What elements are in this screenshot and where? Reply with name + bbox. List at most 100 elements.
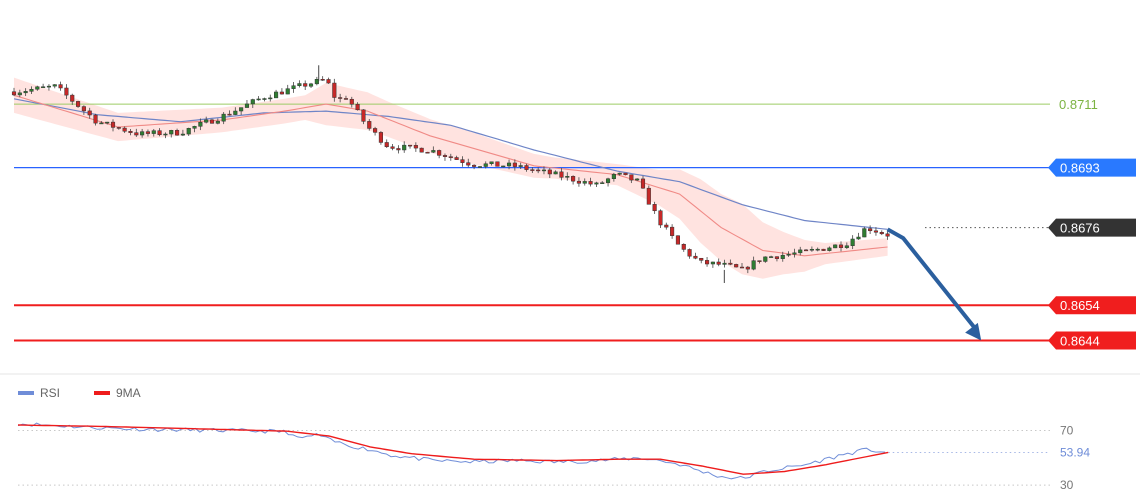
candle-body (530, 169, 535, 171)
candle-body (169, 130, 174, 135)
candle-body (873, 230, 879, 233)
candle-body (541, 169, 547, 172)
candle-body (291, 85, 296, 89)
candle-body (809, 248, 814, 251)
candle-body (180, 133, 185, 136)
bollinger-band (14, 77, 888, 279)
fast-ma-line (13, 94, 888, 257)
candle-body (512, 162, 517, 167)
candle-body (239, 107, 244, 112)
candle-body (81, 106, 86, 112)
candle-body (705, 260, 710, 265)
candle-body (739, 266, 745, 269)
candle-body (862, 228, 867, 238)
forecast-arrow-shaft (886, 227, 977, 330)
forecast-arrow-head (965, 322, 982, 341)
candle-body (547, 169, 552, 175)
bollinger-band-area (14, 77, 888, 279)
candle-body (17, 92, 22, 96)
candlesticks (11, 65, 890, 283)
candle-body (192, 126, 197, 129)
candle-body (128, 131, 133, 133)
candle-body (163, 133, 168, 136)
candle-body (29, 88, 34, 92)
candle-body (506, 162, 512, 167)
level-label-0: 0.8711 (1059, 97, 1098, 112)
candle-body (670, 226, 675, 236)
candle-body (413, 145, 418, 149)
candle-body (76, 101, 81, 107)
candle-body (46, 85, 51, 88)
candle-body (314, 79, 319, 85)
candle-body (11, 91, 17, 96)
candle-body (425, 151, 430, 154)
candle-body (256, 98, 261, 101)
candle-body (332, 82, 337, 98)
candle-body (419, 147, 424, 153)
candle-body (536, 169, 541, 172)
candle-body (70, 94, 75, 102)
candle-body (157, 130, 162, 136)
candle-body (495, 161, 500, 167)
candle-body (483, 163, 488, 167)
forecast-arrow (886, 227, 982, 341)
candle-body (838, 244, 844, 248)
candle-body (734, 264, 739, 268)
candle-body (646, 187, 651, 205)
candle-body (675, 235, 680, 245)
candle-body (303, 83, 308, 87)
candle-body (23, 91, 28, 94)
candle-body (804, 249, 809, 252)
candle-body (489, 161, 494, 164)
level-tag-4 (1048, 331, 1136, 350)
candle-body (454, 157, 459, 160)
candle-body (460, 159, 465, 163)
candle-body (652, 204, 657, 212)
rsi-current-value: 53.94 (1060, 445, 1090, 459)
candle-body (110, 121, 116, 128)
level-tag-2 (1048, 218, 1136, 237)
level-label-1: 0.8693 (1060, 161, 1100, 176)
candle-body (524, 165, 529, 170)
candle-body (856, 236, 861, 240)
candle-body (850, 238, 855, 246)
candle-body (308, 83, 314, 87)
candle-body (448, 156, 453, 158)
candle-body (687, 249, 692, 257)
candle-body (221, 113, 226, 122)
level-label-2: 0.8676 (1060, 221, 1100, 236)
price-level-tags: 0.8711 0.8693 0.8676 0.8654 0.8644 (1048, 97, 1136, 350)
candle-body (373, 128, 378, 133)
candle-body (209, 119, 215, 124)
candle-body (250, 99, 255, 105)
candle-body (466, 162, 471, 166)
candle-body (41, 86, 46, 88)
candle-body (35, 86, 40, 90)
candle-body (151, 130, 156, 134)
candle-body (885, 233, 890, 237)
candle-body (553, 171, 558, 175)
candle-body (378, 132, 383, 143)
candle-body (722, 262, 727, 265)
rsi-tick-1: 30 (1060, 478, 1074, 492)
candle-body (681, 243, 686, 250)
candle-body (827, 247, 832, 251)
candle-body (384, 142, 389, 148)
candle-body (58, 84, 63, 89)
candle-body (757, 260, 762, 262)
rsi-series-9ma (17, 424, 889, 475)
candle-body (227, 113, 232, 116)
candle-body (93, 114, 98, 124)
level-tag-3 (1048, 296, 1136, 315)
candle-body (407, 144, 413, 147)
fast-moving-average (13, 94, 888, 257)
candle-body (52, 84, 57, 87)
candle-body (844, 245, 849, 248)
candle-body (390, 146, 395, 149)
level-label-4: 0.8644 (1060, 333, 1100, 348)
candle-body (617, 172, 622, 175)
price-panel: 0.8711 0.8693 0.8676 0.8654 0.8644 (11, 65, 1136, 350)
rsi-legend: RSI 9MA (18, 386, 141, 400)
candle-body (664, 224, 669, 228)
